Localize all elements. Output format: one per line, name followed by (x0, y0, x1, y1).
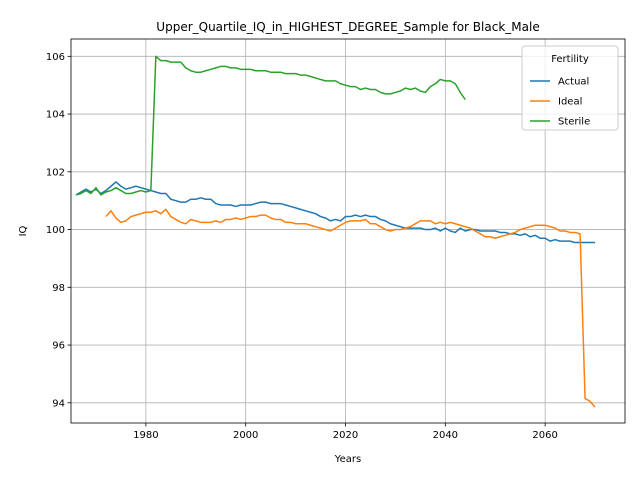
legend-entries: Actual Ideal Sterile (530, 77, 590, 128)
y-tick-label: 102 (46, 167, 65, 178)
x-tick-label: 2000 (233, 430, 258, 441)
y-axis-label: IQ (18, 225, 29, 236)
x-tick-label: 2020 (333, 430, 358, 441)
series-line-ideal (105, 208, 596, 408)
x-tick-label: 2040 (433, 430, 458, 441)
legend-label-sterile: Sterile (558, 117, 590, 128)
y-tick-label: 106 (46, 52, 65, 63)
x-tick-label: 1980 (133, 430, 158, 441)
plot-series (75, 55, 596, 408)
grid (71, 39, 625, 423)
y-tick-label: 104 (46, 110, 65, 121)
y-tick-label: 98 (52, 283, 65, 294)
series-line-sterile (75, 55, 466, 196)
legend-box (521, 45, 619, 131)
x-axis-label: Years (334, 454, 361, 465)
plot-frame (70, 38, 626, 424)
y-axis-ticks: 94 96 98 100 102 104 106 (46, 52, 71, 409)
y-tick-label: 96 (52, 341, 65, 352)
legend-title: Fertility (551, 54, 589, 65)
y-tick-label: 100 (46, 225, 65, 236)
chart-title: Upper_Quartile_IQ_in_HIGHEST_DEGREE_Samp… (156, 20, 539, 34)
legend: Fertility Actual Ideal Sterile (521, 45, 619, 131)
legend-label-actual: Actual (558, 77, 589, 88)
y-tick-label: 94 (52, 398, 65, 409)
legend-label-ideal: Ideal (558, 97, 582, 108)
x-tick-label: 2060 (532, 430, 557, 441)
x-axis-ticks: 1980 2000 2020 2040 2060 (133, 423, 558, 441)
series-line-actual (75, 181, 596, 244)
